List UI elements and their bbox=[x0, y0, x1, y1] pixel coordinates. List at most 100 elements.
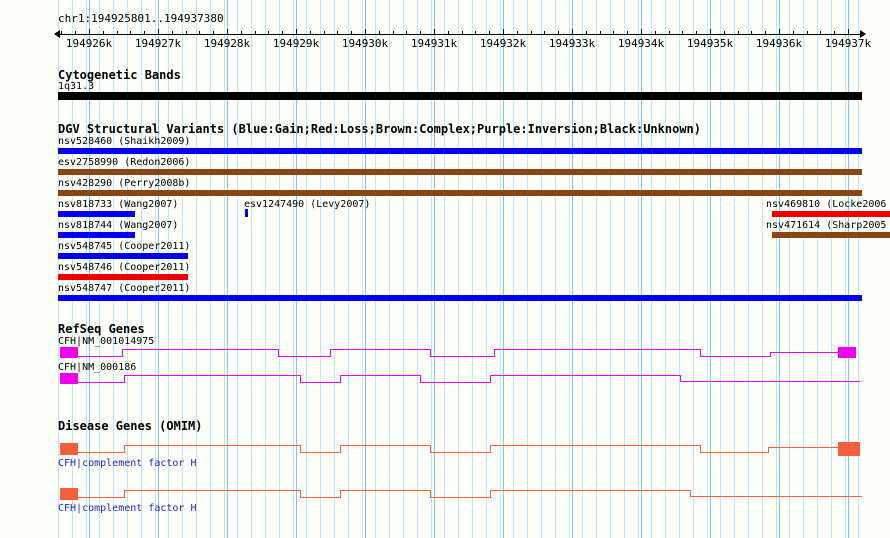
grid-line bbox=[86, 0, 87, 538]
dgv-feature-nsv428290[interactable] bbox=[58, 190, 862, 196]
dgv-feature-nsv469810[interactable] bbox=[772, 211, 890, 217]
omim-exon[interactable] bbox=[60, 488, 78, 500]
axis-tick-label: 194936k bbox=[755, 37, 803, 50]
section-title-cytogenetic-bands: Cytogenetic Bands bbox=[58, 68, 181, 82]
grid-line bbox=[458, 0, 459, 538]
refseq-intron-segment bbox=[330, 349, 430, 350]
axis-tick-minor bbox=[807, 31, 808, 35]
dgv-feature-nsv528460[interactable] bbox=[58, 148, 862, 154]
grid-line bbox=[99, 0, 100, 538]
dgv-label-nsv428290: nsv428290 (Perry2008b) bbox=[58, 178, 191, 189]
grid-line bbox=[348, 0, 349, 538]
omim-intron-segment bbox=[124, 445, 180, 446]
axis-tick-minor bbox=[765, 31, 766, 35]
grid-line bbox=[155, 0, 156, 538]
omim-intron-segment bbox=[180, 445, 300, 446]
axis-arrow-right-icon bbox=[860, 30, 866, 38]
axis-line bbox=[58, 34, 862, 35]
grid-line bbox=[320, 0, 321, 538]
grid-line bbox=[58, 0, 59, 538]
refseq-intron-riser bbox=[278, 349, 279, 357]
dgv-feature-nsv548745[interactable] bbox=[58, 253, 188, 259]
axis-tick-major bbox=[296, 29, 297, 35]
dgv-feature-nsv818744[interactable] bbox=[58, 232, 135, 238]
dgv-label-nsv818733: nsv818733 (Wang2007) bbox=[58, 199, 179, 210]
axis-tick-minor bbox=[627, 31, 628, 35]
region-label: chr1:194925801..194937380 bbox=[58, 12, 224, 25]
omim-intron-segment bbox=[300, 497, 340, 498]
axis-tick-major bbox=[710, 29, 711, 35]
axis-tick-minor bbox=[241, 31, 242, 35]
grid-line bbox=[858, 0, 859, 538]
axis-tick-major bbox=[572, 29, 573, 35]
axis-tick-minor bbox=[117, 31, 118, 35]
axis-tick-label: 194934k bbox=[617, 37, 665, 50]
dgv-feature-esv2758990[interactable] bbox=[58, 169, 862, 175]
dgv-label-nsv469810: nsv469810 (Locke2006 bbox=[766, 199, 887, 210]
cytoband-label: 1q31.3 bbox=[58, 81, 95, 92]
omim-exon[interactable] bbox=[838, 442, 860, 456]
grid-line bbox=[748, 0, 749, 538]
refseq-exon[interactable] bbox=[838, 347, 856, 358]
grid-line-major bbox=[848, 0, 849, 538]
omim-exon[interactable] bbox=[60, 443, 78, 455]
axis-tick-minor bbox=[820, 31, 821, 35]
axis-tick-minor bbox=[186, 31, 187, 35]
dgv-label-nsv548745: nsv548745 (Cooper2011) bbox=[58, 241, 191, 252]
axis-tick-minor bbox=[793, 31, 794, 35]
axis-tick-minor bbox=[600, 31, 601, 35]
refseq-exon[interactable] bbox=[60, 373, 78, 384]
omim-intron-riser bbox=[690, 490, 691, 497]
grid-line bbox=[665, 0, 666, 538]
omim-label-CFH-omim-1: CFH|complement factor H bbox=[58, 458, 197, 469]
refseq-intron-segment bbox=[178, 349, 278, 350]
refseq-intron-riser bbox=[420, 375, 421, 383]
axis-tick-minor bbox=[144, 31, 145, 35]
omim-intron-segment bbox=[300, 452, 340, 453]
refseq-intron-segment bbox=[300, 382, 340, 383]
omim-intron-riser bbox=[340, 445, 341, 453]
refseq-exon[interactable] bbox=[60, 347, 78, 358]
omim-intron-riser bbox=[124, 490, 125, 498]
dgv-feature-nsv471614[interactable] bbox=[772, 232, 890, 238]
grid-line-major bbox=[365, 0, 366, 538]
axis-tick-minor bbox=[61, 31, 62, 35]
omim-intron-riser bbox=[430, 490, 431, 498]
dgv-feature-esv1247490[interactable] bbox=[245, 209, 248, 217]
dgv-label-nsv471614: nsv471614 (Sharp2005 bbox=[766, 220, 887, 231]
grid-line bbox=[527, 0, 528, 538]
grid-line bbox=[293, 0, 294, 538]
grid-line bbox=[845, 0, 846, 538]
axis-tick-minor bbox=[489, 31, 490, 35]
refseq-intron-riser bbox=[124, 375, 125, 383]
dgv-feature-nsv548747[interactable] bbox=[58, 295, 862, 301]
axis-tick-minor bbox=[324, 31, 325, 35]
grid-line bbox=[444, 0, 445, 538]
dgv-feature-nsv548746[interactable] bbox=[58, 274, 188, 280]
axis-tick-minor bbox=[379, 31, 380, 35]
dgv-feature-nsv818733[interactable] bbox=[58, 211, 135, 217]
grid-line bbox=[417, 0, 418, 538]
axis-tick-major bbox=[89, 29, 90, 35]
axis-tick-label: 194932k bbox=[479, 37, 527, 50]
refseq-intron-segment bbox=[430, 356, 494, 357]
axis-tick-minor bbox=[586, 31, 587, 35]
cytoband-bar[interactable] bbox=[58, 92, 862, 100]
axis-tick-major bbox=[227, 29, 228, 35]
omim-intron-segment bbox=[340, 490, 430, 491]
axis-tick-minor bbox=[544, 31, 545, 35]
omim-intron-riser bbox=[124, 445, 125, 453]
grid-line bbox=[389, 0, 390, 538]
grid-line bbox=[555, 0, 556, 538]
grid-line bbox=[500, 0, 501, 538]
grid-line bbox=[693, 0, 694, 538]
grid-line bbox=[624, 0, 625, 538]
grid-line-major bbox=[572, 0, 573, 538]
grid-line bbox=[831, 0, 832, 538]
axis-tick-minor bbox=[724, 31, 725, 35]
omim-intron-segment bbox=[340, 445, 430, 446]
grid-line bbox=[265, 0, 266, 538]
refseq-intron-segment bbox=[490, 375, 680, 376]
